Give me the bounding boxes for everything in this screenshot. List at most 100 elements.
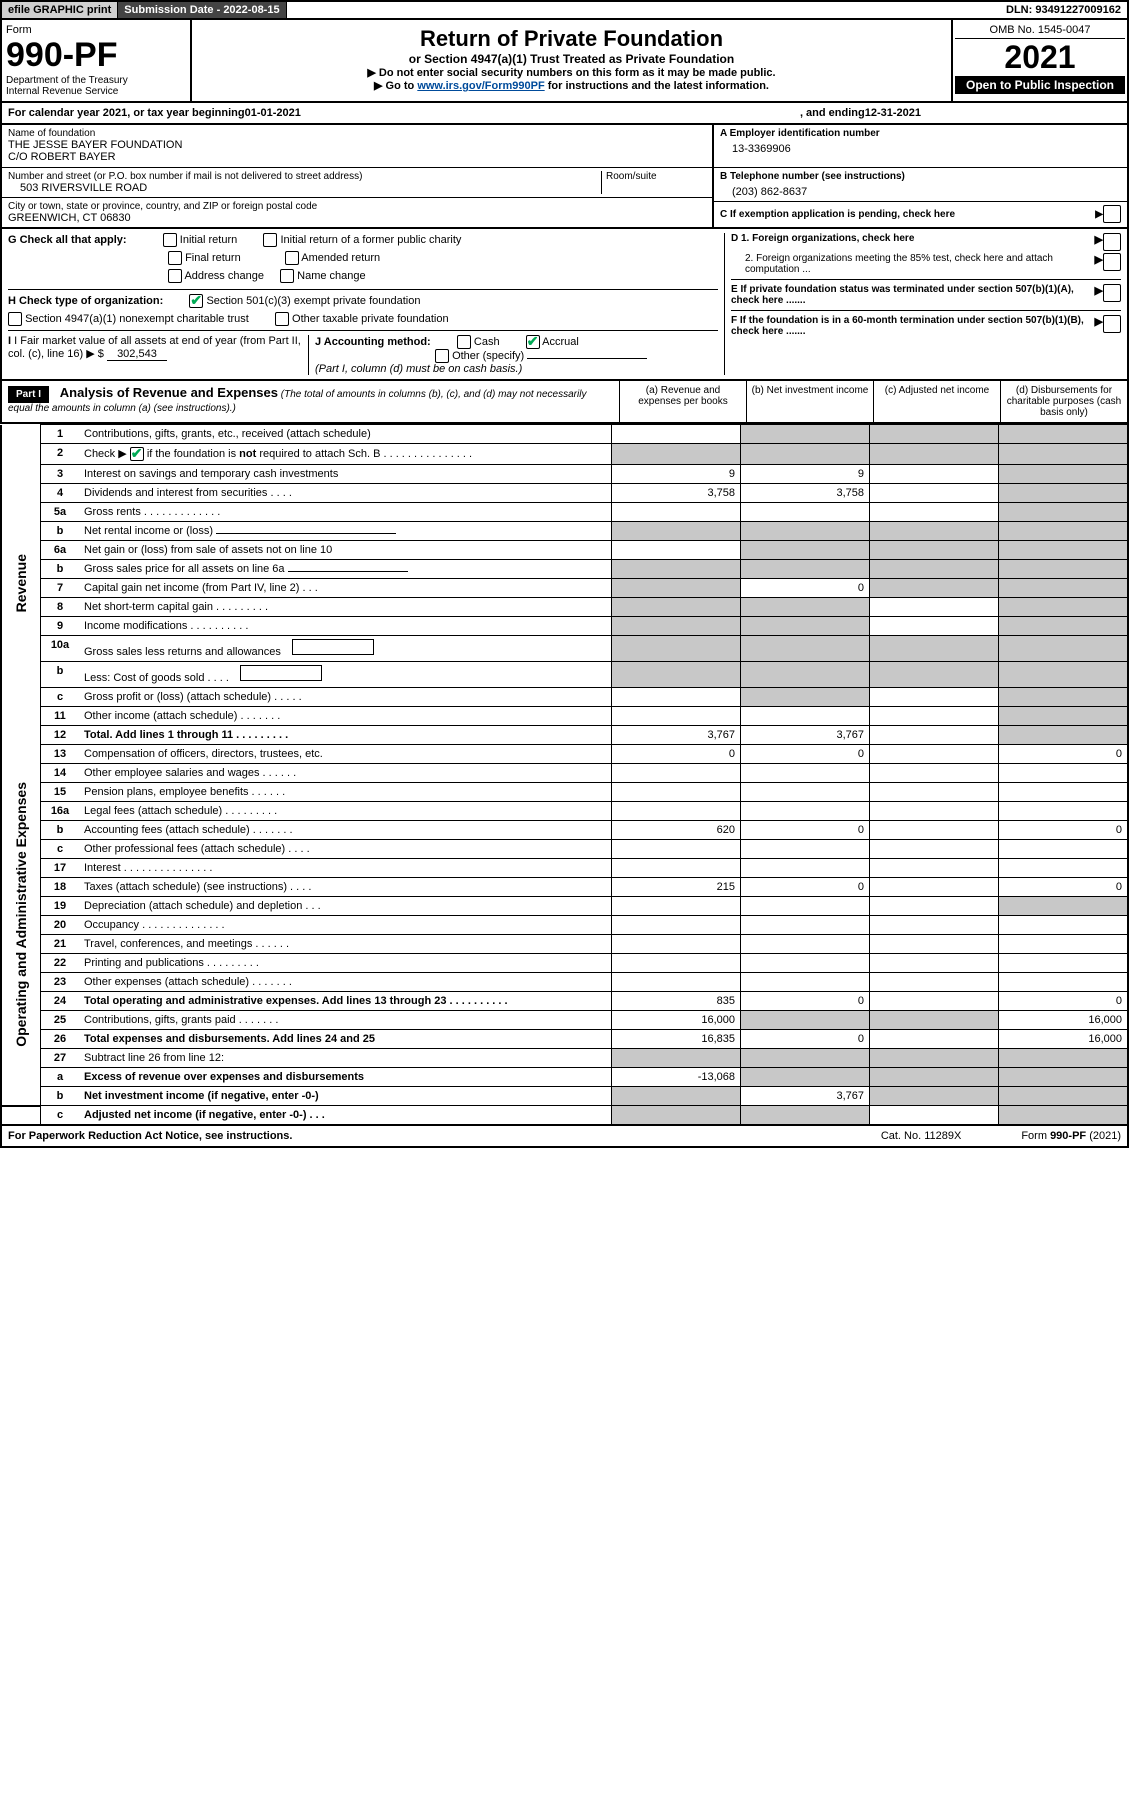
row-20-desc: Occupancy . . . . . . . . . . . . . .	[79, 916, 612, 935]
table-row: cGross profit or (loss) (attach schedule…	[1, 688, 1128, 707]
j-cash: Cash	[474, 336, 500, 348]
table-row: 7Capital gain net income (from Part IV, …	[1, 579, 1128, 598]
f-checkbox[interactable]	[1103, 315, 1121, 333]
form-footer-label: Form 990-PF (2021)	[1021, 1130, 1121, 1142]
d1-checkbox[interactable]	[1103, 233, 1121, 251]
row-22-desc: Printing and publications . . . . . . . …	[79, 954, 612, 973]
form-word: Form	[6, 24, 186, 36]
table-row: bLess: Cost of goods sold . . . .	[1, 662, 1128, 688]
schb-checkbox[interactable]	[130, 447, 144, 461]
row-10c-desc: Gross profit or (loss) (attach schedule)…	[79, 688, 612, 707]
row-11-desc: Other income (attach schedule) . . . . .…	[79, 707, 612, 726]
row-16c-desc: Other professional fees (attach schedule…	[79, 840, 612, 859]
accrual-checkbox[interactable]	[526, 335, 540, 349]
row-8-desc: Net short-term capital gain . . . . . . …	[79, 598, 612, 617]
period-mid: , and ending	[800, 107, 865, 119]
row-25-desc: Contributions, gifts, grants paid . . . …	[79, 1011, 612, 1030]
row-27a-desc: Excess of revenue over expenses and disb…	[79, 1068, 612, 1087]
exemption-checkbox[interactable]	[1103, 205, 1121, 223]
row-21-desc: Travel, conferences, and meetings . . . …	[79, 935, 612, 954]
part1-header-row: Part I Analysis of Revenue and Expenses …	[0, 381, 1129, 424]
arrow-icon: ▶	[1095, 209, 1103, 220]
foundation-name-label: Name of foundation	[8, 128, 706, 139]
h-other: Other taxable private foundation	[292, 313, 449, 325]
g-name: Name change	[297, 270, 366, 282]
part1-label: Part I	[8, 386, 49, 403]
table-row: 26Total expenses and disbursements. Add …	[1, 1030, 1128, 1049]
g-address: Address change	[184, 270, 264, 282]
part1-table: Revenue 1Contributions, gifts, grants, e…	[0, 424, 1129, 1126]
other-taxable-checkbox[interactable]	[275, 312, 289, 326]
paperwork-notice: For Paperwork Reduction Act Notice, see …	[8, 1130, 881, 1142]
g-final: Final return	[185, 252, 241, 264]
table-row: 24Total operating and administrative exp…	[1, 992, 1128, 1011]
amended-return-checkbox[interactable]	[285, 251, 299, 265]
part1-title: Analysis of Revenue and Expenses	[60, 385, 278, 400]
final-return-checkbox[interactable]	[168, 251, 182, 265]
row-25-a: 16,000	[612, 1011, 741, 1030]
table-row: 6aNet gain or (loss) from sale of assets…	[1, 541, 1128, 560]
row-16b-desc: Accounting fees (attach schedule) . . . …	[79, 821, 612, 840]
4947-checkbox[interactable]	[8, 312, 22, 326]
cash-checkbox[interactable]	[457, 335, 471, 349]
row-24-desc: Total operating and administrative expen…	[79, 992, 612, 1011]
foundation-name-1: THE JESSE BAYER FOUNDATION	[8, 139, 706, 151]
row-3-desc: Interest on savings and temporary cash i…	[79, 465, 612, 484]
table-row: 8Net short-term capital gain . . . . . .…	[1, 598, 1128, 617]
phone-value: (203) 862-8637	[720, 182, 1121, 198]
row-26-b: 0	[741, 1030, 870, 1049]
table-row: Operating and Administrative Expenses 13…	[1, 745, 1128, 764]
row-25-d: 16,000	[999, 1011, 1129, 1030]
row-13-b: 0	[741, 745, 870, 764]
tax-year: 2021	[955, 39, 1125, 76]
g-initial-former: Initial return of a former public charit…	[280, 234, 461, 246]
row-6b-desc: Gross sales price for all assets on line…	[79, 560, 612, 579]
row-4-a: 3,758	[612, 484, 741, 503]
period-pre: For calendar year 2021, or tax year begi…	[8, 107, 245, 119]
arrow-icon: ▶	[1095, 315, 1103, 337]
table-row: Revenue 1Contributions, gifts, grants, e…	[1, 425, 1128, 444]
arrow-icon: ▶	[1095, 233, 1103, 251]
table-row: 19Depreciation (attach schedule) and dep…	[1, 897, 1128, 916]
dln-label: DLN: 93491227009162	[1000, 2, 1127, 18]
table-row: 10aGross sales less returns and allowanc…	[1, 636, 1128, 662]
other-method-checkbox[interactable]	[435, 349, 449, 363]
initial-former-checkbox[interactable]	[263, 233, 277, 247]
instruction-2: ▶ Go to www.irs.gov/Form990PF for instru…	[198, 79, 945, 92]
row-16b-a: 620	[612, 821, 741, 840]
table-row: 20Occupancy . . . . . . . . . . . . . .	[1, 916, 1128, 935]
instruction-1: ▶ Do not enter social security numbers o…	[198, 66, 945, 79]
initial-return-checkbox[interactable]	[163, 233, 177, 247]
instr2-post: for instructions and the latest informat…	[548, 80, 769, 92]
col-b-header: (b) Net investment income	[746, 381, 873, 422]
e-checkbox[interactable]	[1103, 284, 1121, 302]
row-27a-a: -13,068	[612, 1068, 741, 1087]
table-row: 3Interest on savings and temporary cash …	[1, 465, 1128, 484]
period-end: 12-31-2021	[865, 107, 921, 119]
arrow-icon: ▶	[1095, 253, 1103, 275]
row-26-d: 16,000	[999, 1030, 1129, 1049]
exemption-pending-label: C If exemption application is pending, c…	[720, 209, 1095, 220]
i-label: I	[8, 335, 11, 347]
row-26-desc: Total expenses and disbursements. Add li…	[79, 1030, 612, 1049]
form-subtitle: or Section 4947(a)(1) Trust Treated as P…	[198, 52, 945, 66]
form-header: Form 990-PF Department of the Treasury I…	[0, 20, 1129, 103]
efile-label: efile GRAPHIC print	[2, 2, 118, 18]
501c3-checkbox[interactable]	[189, 294, 203, 308]
row-1-desc: Contributions, gifts, grants, etc., rece…	[79, 425, 612, 444]
table-row: bNet investment income (if negative, ent…	[1, 1087, 1128, 1106]
form-number: 990-PF	[6, 36, 186, 75]
arrow-icon: ▶	[1095, 284, 1103, 306]
table-row: 14Other employee salaries and wages . . …	[1, 764, 1128, 783]
row-27b-desc: Net investment income (if negative, ente…	[79, 1087, 612, 1106]
row-7-b: 0	[741, 579, 870, 598]
row-26-a: 16,835	[612, 1030, 741, 1049]
row-7-desc: Capital gain net income (from Part IV, l…	[79, 579, 612, 598]
d2-checkbox[interactable]	[1103, 253, 1121, 271]
ein-value: 13-3369906	[720, 139, 1121, 155]
name-change-checkbox[interactable]	[280, 269, 294, 283]
address-change-checkbox[interactable]	[168, 269, 182, 283]
top-bar: efile GRAPHIC print Submission Date - 20…	[0, 0, 1129, 20]
j-accrual: Accrual	[542, 336, 579, 348]
form-url-link[interactable]: www.irs.gov/Form990PF	[417, 80, 544, 92]
